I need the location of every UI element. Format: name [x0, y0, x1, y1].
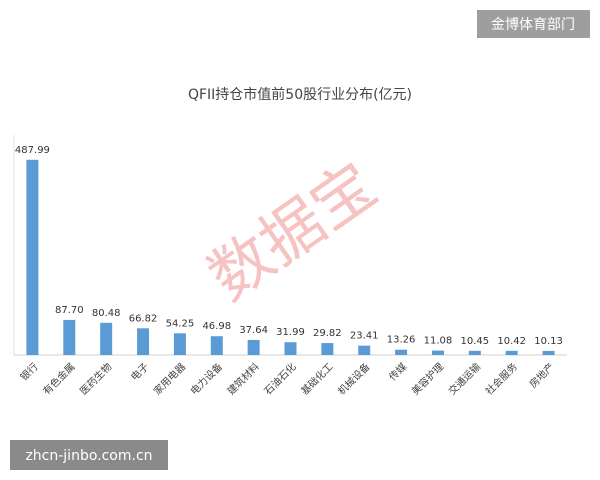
x-tick-label: 银行	[17, 360, 40, 383]
value-label: 10.42	[497, 336, 526, 347]
x-tick-label: 家用电器	[151, 360, 188, 397]
value-label: 37.64	[239, 325, 268, 336]
x-tick-label: 传媒	[387, 361, 410, 384]
value-label: 11.08	[424, 336, 453, 347]
brand-box	[477, 10, 590, 38]
x-tick-label: 石油石化	[261, 360, 298, 397]
value-label: 10.13	[534, 336, 563, 347]
x-tick-label: 电力设备	[188, 360, 225, 397]
bar	[247, 339, 260, 355]
watermark-stamp: 数据宝	[195, 148, 389, 314]
bar	[395, 349, 408, 355]
bar	[358, 345, 371, 355]
site-label: zhcn-jinbo.com.cn	[25, 448, 152, 464]
x-tick-label: 建筑材料	[224, 360, 261, 397]
value-label: 23.41	[350, 331, 379, 342]
x-tick-label: 社会服务	[482, 360, 519, 397]
bar	[542, 350, 555, 355]
bar	[63, 319, 76, 355]
value-label: 66.82	[129, 313, 158, 324]
x-tick-label: 医药生物	[77, 360, 114, 397]
bar	[26, 159, 39, 355]
bar	[505, 350, 518, 355]
value-label: 46.98	[202, 321, 231, 332]
x-tick-label: 基础化工	[298, 360, 335, 397]
value-label: 29.82	[313, 328, 342, 339]
bar	[431, 350, 444, 355]
value-label: 487.99	[15, 145, 50, 156]
x-tick-label: 机械设备	[335, 360, 372, 397]
value-label: 54.25	[166, 318, 195, 329]
x-tick-label: 交通运输	[446, 360, 483, 397]
bar	[173, 333, 186, 355]
value-label: 31.99	[276, 327, 305, 338]
x-tick-label: 电子	[128, 360, 151, 383]
value-label: 13.26	[387, 335, 416, 346]
bar	[468, 350, 481, 355]
x-tick-label: 美容护理	[409, 360, 446, 397]
bar	[137, 328, 150, 355]
value-label: 10.45	[461, 336, 490, 347]
value-label: 87.70	[55, 305, 84, 316]
site-box	[10, 440, 168, 470]
bar	[321, 343, 334, 355]
bar	[284, 342, 297, 355]
value-label: 80.48	[92, 308, 121, 319]
brand-label: 金博体育部门	[491, 16, 575, 33]
chart-title: QFII持仓市值前50股行业分布(亿元)	[188, 86, 412, 103]
x-tick-label: 有色金属	[40, 360, 77, 397]
x-tick-label: 房地产	[526, 360, 556, 390]
bar	[100, 322, 113, 355]
bar	[210, 336, 223, 355]
